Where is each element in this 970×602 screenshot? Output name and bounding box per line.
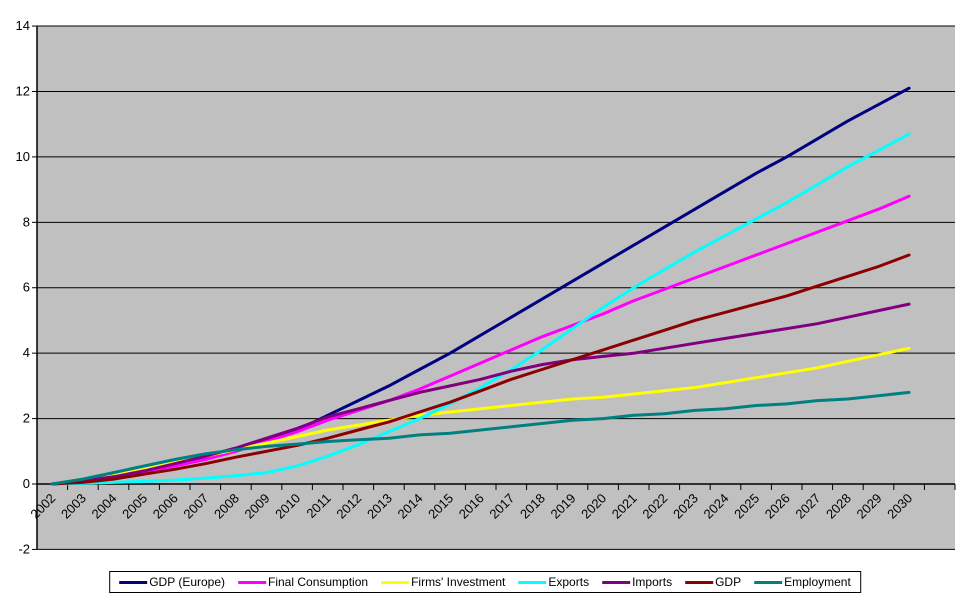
series-line-employment[interactable] (50, 390, 911, 486)
legend-item[interactable]: Firms' Investment (381, 575, 505, 589)
series-line-final-consumption[interactable] (50, 194, 911, 486)
y-tick-label: 8 (23, 214, 30, 229)
legend-label: Final Consumption (268, 575, 369, 589)
legend-label: Exports (548, 575, 590, 589)
legend-item[interactable]: GDP (685, 575, 741, 589)
y-tick-label: 0 (23, 476, 30, 491)
legend-line-swatch (119, 580, 148, 584)
legend-label: GDP (715, 575, 742, 589)
legend-box[interactable]: GDP (Europe) Final Consumption Firms' Inve… (109, 571, 861, 593)
legend-label: GDP (Europe) (149, 575, 226, 589)
legend-item[interactable]: Imports (602, 575, 672, 589)
legend-item[interactable]: Employment (754, 575, 851, 589)
legend-line-swatch (381, 580, 410, 584)
legend-line-swatch (685, 580, 714, 584)
legend-line-swatch (754, 580, 783, 584)
legend-label: Imports (632, 575, 673, 589)
y-tick-label: 6 (23, 280, 30, 295)
y-tick-label: -2 (18, 541, 30, 556)
legend-label: Employment (784, 575, 851, 589)
legend-line-swatch (518, 580, 547, 584)
legend-line-swatch (238, 580, 267, 584)
legend-label: Firms' Investment (411, 575, 506, 589)
y-tick-label: 12 (16, 83, 30, 98)
legend-item[interactable]: GDP (Europe) (119, 575, 225, 589)
y-tick-label: 10 (16, 149, 30, 164)
y-tick-label: 4 (23, 345, 30, 360)
y-tick-label: 14 (16, 18, 30, 33)
legend-item[interactable]: Final Consumption (238, 575, 368, 589)
series-line-gdp[interactable] (50, 253, 911, 486)
series-line-exports[interactable] (50, 132, 911, 486)
legend-item[interactable]: Exports (518, 575, 589, 589)
y-tick-label: 2 (23, 411, 30, 426)
legend-line-swatch (602, 580, 631, 584)
series-line-imports[interactable] (50, 302, 911, 486)
